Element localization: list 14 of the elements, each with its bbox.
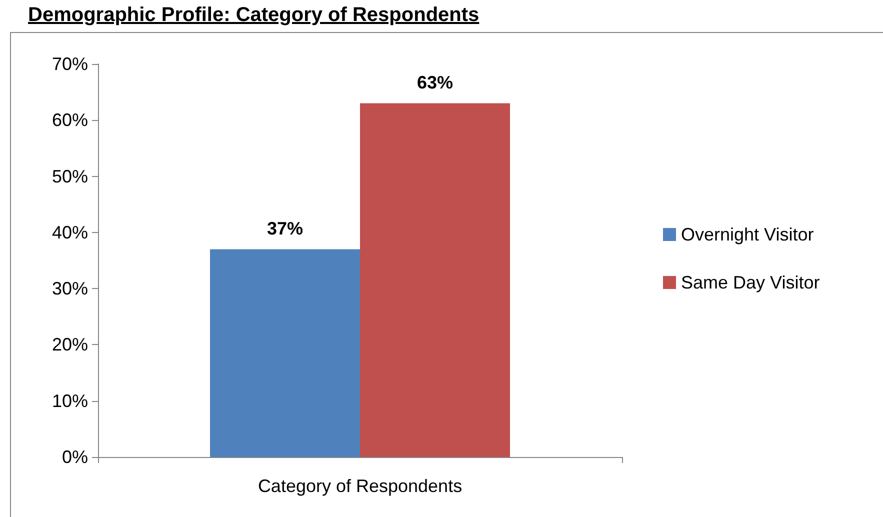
legend-label: Overnight Visitor — [681, 224, 814, 244]
y-tick-label: 50% — [52, 166, 88, 186]
y-tick-label: 10% — [52, 390, 88, 411]
y-tick-label: 30% — [52, 278, 88, 299]
x-tick-label: Category of Respondents — [258, 476, 462, 496]
data-label: 37% — [266, 218, 304, 238]
y-tick-label: 20% — [52, 334, 88, 355]
y-tick-label: 40% — [52, 222, 88, 242]
chart-title: Demographic Profile: Category of Respondents — [28, 4, 480, 27]
y-tick-label: 0% — [62, 447, 88, 467]
legend-label: Same Day Visitor — [681, 272, 820, 292]
y-tick-label: 70% — [52, 54, 88, 74]
data-label: 63% — [416, 72, 454, 92]
y-tick-label: 60% — [52, 110, 88, 130]
